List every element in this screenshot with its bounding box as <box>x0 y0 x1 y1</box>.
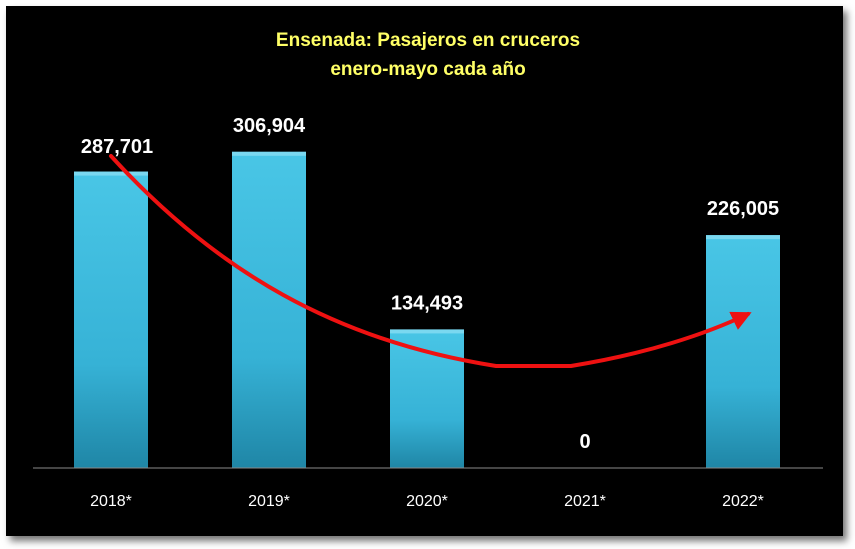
data-label-2019: 306,904 <box>233 115 306 137</box>
x-tick-2020: 2020* <box>406 493 448 510</box>
chart-frame: Ensenada: Pasajeros en cruceros enero-ma… <box>6 6 843 536</box>
trend-arrow <box>109 154 752 368</box>
bar-top-highlight-2022 <box>706 235 780 240</box>
x-tick-2018: 2018* <box>90 493 132 510</box>
bars-group <box>74 151 780 468</box>
data-label-2022: 226,005 <box>707 198 779 220</box>
chart-title: Ensenada: Pasajeros en cruceros <box>276 30 580 51</box>
bar-top-highlight-2018 <box>74 171 148 176</box>
data-label-2020: 134,493 <box>391 292 463 314</box>
chart-subtitle: enero-mayo cada año <box>330 59 525 80</box>
x-tick-2022: 2022* <box>722 493 764 510</box>
bar-2022 <box>706 235 780 468</box>
x-tick-2021: 2021* <box>564 493 606 510</box>
bar-2019 <box>232 151 306 468</box>
value-labels-group: 287,701 306,904 134,493 0 226,005 <box>81 115 779 453</box>
data-label-2018: 287,701 <box>81 136 153 158</box>
tick-labels-group: 2018* 2019* 2020* 2021* 2022* <box>90 493 764 510</box>
data-label-2021: 0 <box>579 431 590 453</box>
bar-top-highlight-2019 <box>232 151 306 156</box>
x-tick-2019: 2019* <box>248 493 290 510</box>
bar-2018 <box>74 171 148 468</box>
bar-chart: Ensenada: Pasajeros en cruceros enero-ma… <box>33 30 823 510</box>
bar-top-highlight-2020 <box>390 329 464 334</box>
